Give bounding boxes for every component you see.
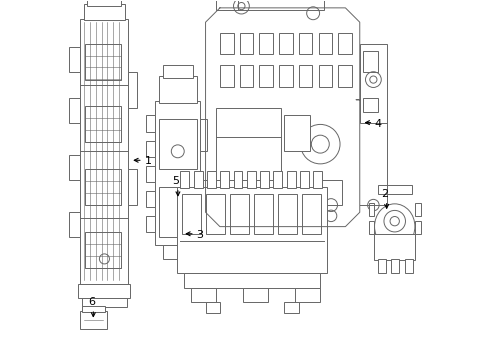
Bar [163,244,193,259]
Bar [200,119,207,151]
Bar [147,216,155,232]
Bar [234,171,243,188]
Bar [240,65,253,87]
Bar [223,0,324,10]
Bar [320,180,342,205]
Bar [80,311,107,329]
Bar [364,51,378,72]
Bar [216,0,238,10]
Bar [147,166,155,182]
Bar [147,116,155,132]
Bar [128,169,137,205]
Bar [273,171,282,188]
Bar [69,98,80,123]
Bar [82,298,126,307]
Bar [278,194,297,234]
Bar [69,155,80,180]
Bar [159,187,196,237]
Bar [85,107,122,142]
Text: 4: 4 [375,119,382,129]
Bar [184,273,320,288]
Bar [220,65,234,87]
Bar [180,171,190,188]
Bar [80,19,128,284]
Bar [240,33,253,54]
Bar [300,171,309,188]
Bar [416,203,421,216]
Bar [182,194,201,234]
Bar [318,33,332,54]
Bar [279,33,293,54]
Bar [254,194,273,234]
Bar [259,33,273,54]
Bar [207,171,216,188]
Bar [378,185,412,194]
Bar [285,302,299,313]
Bar [299,33,313,54]
Bar [259,65,273,87]
Bar [220,171,229,188]
Bar [147,140,155,157]
Bar [82,306,105,312]
Bar [338,33,352,54]
Bar [177,187,327,273]
Bar [287,171,295,188]
Bar [200,180,207,212]
Bar [147,191,155,207]
Bar [85,44,122,80]
Bar [69,47,80,72]
Bar [279,65,293,87]
Bar [302,194,321,234]
Bar [194,171,203,188]
Bar [416,221,421,234]
Bar [85,232,122,268]
Bar [313,171,322,188]
Bar [84,4,125,21]
Bar [364,98,378,112]
Bar [230,194,249,234]
Bar [368,203,374,216]
Bar [69,212,80,237]
Bar [247,171,256,188]
Text: 5: 5 [172,176,180,186]
Text: 6: 6 [88,297,95,307]
Bar [216,108,281,180]
Bar [338,65,352,87]
Bar [378,259,386,273]
Bar [205,302,220,313]
Bar [260,171,269,188]
Bar [295,288,320,302]
Ellipse shape [374,204,415,249]
Bar [78,284,130,298]
Bar [243,288,269,302]
Bar [220,33,234,54]
Bar [191,288,216,302]
Bar [159,76,196,103]
Bar [128,72,137,108]
Text: 1: 1 [145,156,151,166]
Bar [368,221,374,234]
Bar [285,116,310,151]
Bar [87,0,122,6]
Bar [299,65,313,87]
Text: 3: 3 [196,230,203,240]
Bar [85,169,122,205]
Bar [159,119,196,169]
Bar [163,65,193,78]
Bar [206,194,225,234]
Bar [405,259,413,273]
Bar [360,44,387,123]
Bar [374,234,416,260]
Text: 2: 2 [381,189,389,199]
Bar [155,101,200,244]
Bar [318,65,332,87]
Bar [392,259,399,273]
